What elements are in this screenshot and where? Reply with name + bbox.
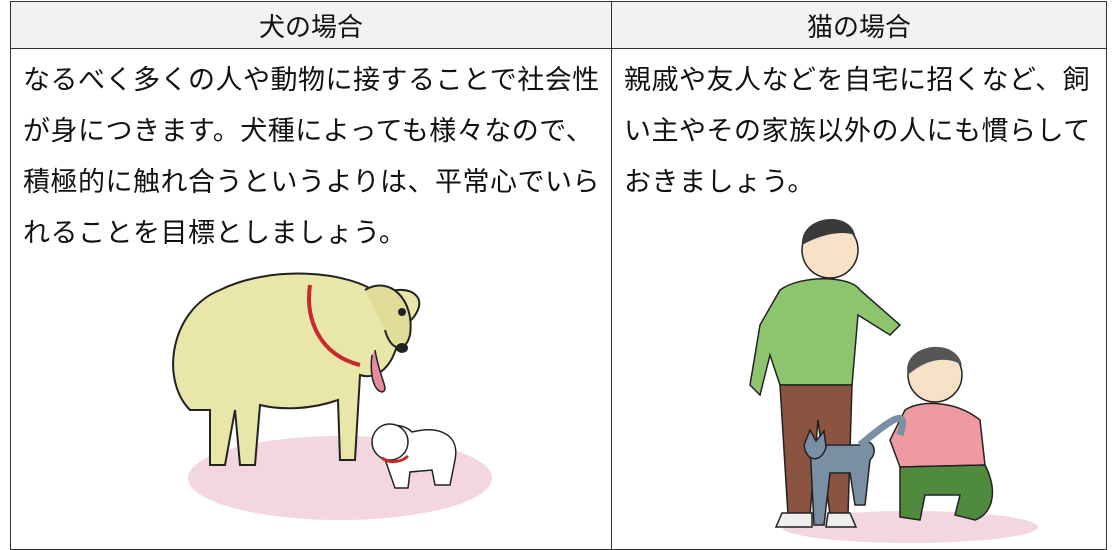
dogs-illustration (172, 272, 492, 520)
header-cell: 犬の場合 (10, 1, 612, 49)
body-row: なるべく多くの人や動物に接することで社会性が身につきます。犬種によっても様々なの… (10, 48, 1107, 550)
cell-text: なるべく多くの人や動物に接することで社会性が身につきます。犬種によっても様々なの… (23, 65, 600, 249)
comparison-table: 犬の場合 猫の場合 なるべく多くの人や動物に接することで社会性が身につきます。犬… (10, 1, 1107, 550)
header-cell: 猫の場合 (611, 1, 1107, 49)
cell-text: 親戚や友人などを自宅に招くなど、飼い主やその家族以外の人にも慣らしておきましょう… (624, 65, 1091, 198)
people-cat-illustration (749, 218, 1038, 543)
header-row: 犬の場合 猫の場合 (10, 1, 1107, 49)
